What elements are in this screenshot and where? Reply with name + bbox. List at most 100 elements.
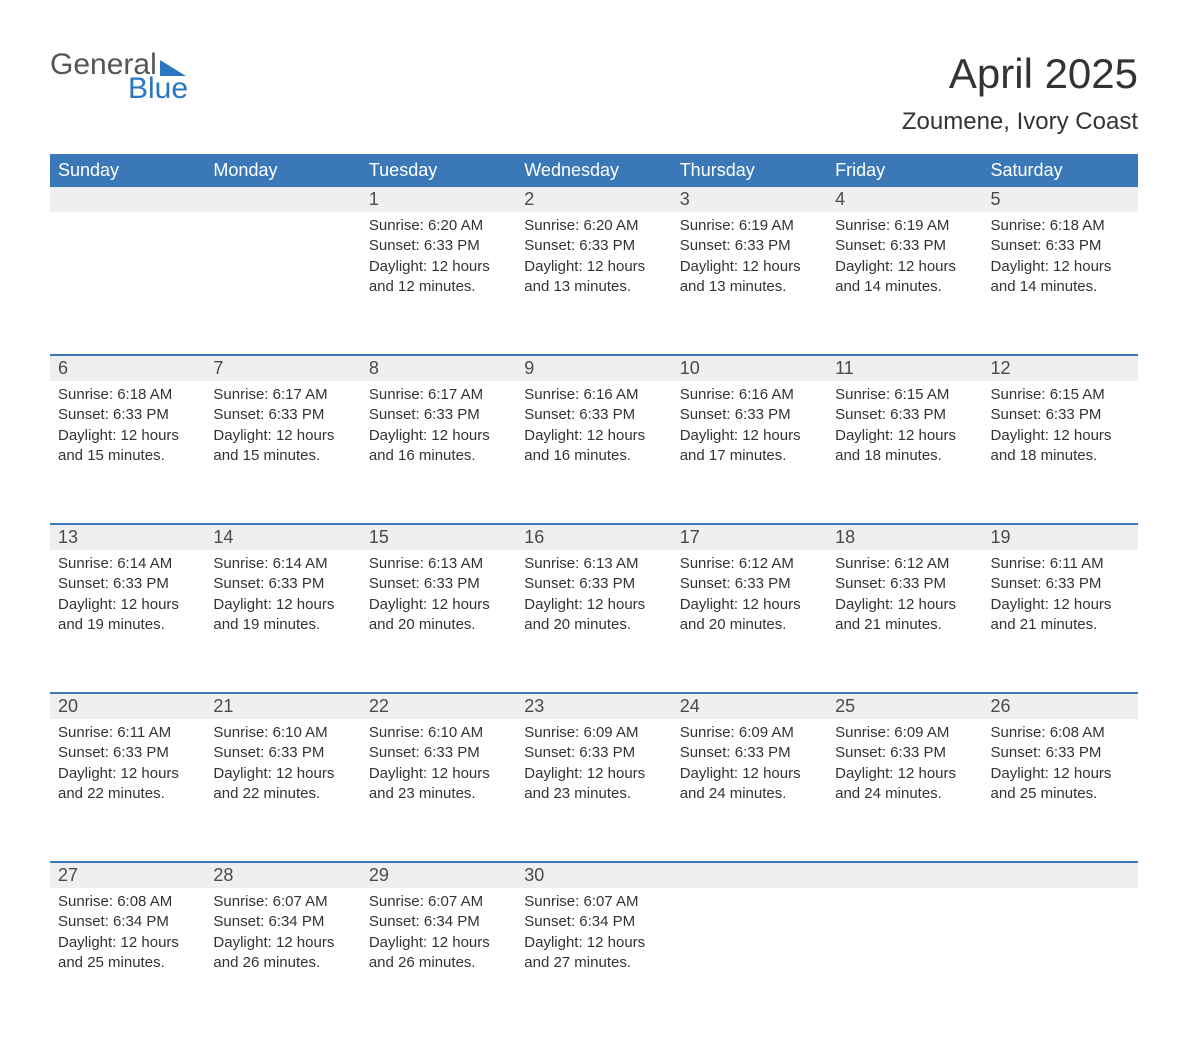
day-info-line: Sunset: 6:33 PM bbox=[991, 743, 1130, 763]
day-header: Monday bbox=[205, 154, 360, 187]
day-info-line: and 13 minutes. bbox=[524, 277, 663, 297]
day-info-line: and 20 minutes. bbox=[524, 615, 663, 635]
day-header: Wednesday bbox=[516, 154, 671, 187]
day-content-cell: Sunrise: 6:15 AMSunset: 6:33 PMDaylight:… bbox=[827, 381, 982, 524]
day-number-row: 27282930 bbox=[50, 862, 1138, 888]
day-number-cell: 9 bbox=[516, 355, 671, 381]
day-info-line: Sunset: 6:34 PM bbox=[213, 912, 352, 932]
day-info-line: and 15 minutes. bbox=[213, 446, 352, 466]
calendar-table: SundayMondayTuesdayWednesdayThursdayFrid… bbox=[50, 154, 1138, 1031]
day-number-cell: 16 bbox=[516, 524, 671, 550]
day-info-line: and 24 minutes. bbox=[835, 784, 974, 804]
day-info-line: Sunset: 6:33 PM bbox=[680, 574, 819, 594]
day-content-cell: Sunrise: 6:11 AMSunset: 6:33 PMDaylight:… bbox=[983, 550, 1138, 693]
day-number-row: 12345 bbox=[50, 187, 1138, 212]
day-info-line: Daylight: 12 hours bbox=[835, 595, 974, 615]
day-info-line: and 16 minutes. bbox=[369, 446, 508, 466]
day-info-line: and 20 minutes. bbox=[369, 615, 508, 635]
day-info-line: and 20 minutes. bbox=[680, 615, 819, 635]
day-info-line: and 24 minutes. bbox=[680, 784, 819, 804]
day-info-line: and 27 minutes. bbox=[524, 953, 663, 973]
day-number-cell: 28 bbox=[205, 862, 360, 888]
day-info-line: Sunrise: 6:09 AM bbox=[835, 723, 974, 743]
day-info-line: Daylight: 12 hours bbox=[58, 933, 197, 953]
day-info-line: and 16 minutes. bbox=[524, 446, 663, 466]
day-content-cell: Sunrise: 6:12 AMSunset: 6:33 PMDaylight:… bbox=[827, 550, 982, 693]
day-content-cell: Sunrise: 6:18 AMSunset: 6:33 PMDaylight:… bbox=[50, 381, 205, 524]
day-number-cell: 18 bbox=[827, 524, 982, 550]
page: General Blue April 2025 Zoumene, Ivory C… bbox=[0, 0, 1188, 1061]
day-header-row: SundayMondayTuesdayWednesdayThursdayFrid… bbox=[50, 154, 1138, 187]
day-content-cell: Sunrise: 6:07 AMSunset: 6:34 PMDaylight:… bbox=[205, 888, 360, 1031]
day-content-cell: Sunrise: 6:08 AMSunset: 6:33 PMDaylight:… bbox=[983, 719, 1138, 862]
day-info-line: Sunset: 6:33 PM bbox=[680, 236, 819, 256]
day-info-line: Sunset: 6:33 PM bbox=[58, 574, 197, 594]
day-info-line: Sunrise: 6:20 AM bbox=[524, 216, 663, 236]
title-block: April 2025 Zoumene, Ivory Coast bbox=[902, 50, 1138, 136]
day-info-line: and 15 minutes. bbox=[58, 446, 197, 466]
day-content-cell: Sunrise: 6:07 AMSunset: 6:34 PMDaylight:… bbox=[516, 888, 671, 1031]
day-info-line: Sunset: 6:33 PM bbox=[991, 405, 1130, 425]
day-info-line: Daylight: 12 hours bbox=[524, 933, 663, 953]
day-info-line: and 23 minutes. bbox=[524, 784, 663, 804]
day-content-cell: Sunrise: 6:14 AMSunset: 6:33 PMDaylight:… bbox=[50, 550, 205, 693]
day-info-line: Sunrise: 6:08 AM bbox=[991, 723, 1130, 743]
day-info-line: Sunset: 6:34 PM bbox=[524, 912, 663, 932]
day-info-line: Daylight: 12 hours bbox=[369, 933, 508, 953]
day-info-line: Sunrise: 6:11 AM bbox=[991, 554, 1130, 574]
day-info-line: and 25 minutes. bbox=[991, 784, 1130, 804]
day-info-line: Sunrise: 6:15 AM bbox=[835, 385, 974, 405]
day-info-line: Sunset: 6:33 PM bbox=[680, 405, 819, 425]
day-content-cell bbox=[50, 212, 205, 355]
day-info-line: Daylight: 12 hours bbox=[524, 764, 663, 784]
day-info-line: Sunrise: 6:15 AM bbox=[991, 385, 1130, 405]
logo-text-blue: Blue bbox=[50, 74, 188, 104]
day-info-line: Sunrise: 6:18 AM bbox=[58, 385, 197, 405]
day-number-cell bbox=[672, 862, 827, 888]
day-info-line: Daylight: 12 hours bbox=[213, 933, 352, 953]
day-content-cell bbox=[983, 888, 1138, 1031]
day-info-line: Sunset: 6:33 PM bbox=[524, 574, 663, 594]
day-info-line: Sunrise: 6:19 AM bbox=[835, 216, 974, 236]
day-info-line: and 19 minutes. bbox=[58, 615, 197, 635]
day-number-cell bbox=[983, 862, 1138, 888]
day-info-line: Sunrise: 6:07 AM bbox=[524, 892, 663, 912]
day-number-cell: 21 bbox=[205, 693, 360, 719]
day-info-line: Sunset: 6:33 PM bbox=[213, 574, 352, 594]
day-content-cell: Sunrise: 6:09 AMSunset: 6:33 PMDaylight:… bbox=[672, 719, 827, 862]
day-number-cell: 23 bbox=[516, 693, 671, 719]
day-info-line: Daylight: 12 hours bbox=[369, 764, 508, 784]
day-number-cell: 13 bbox=[50, 524, 205, 550]
day-content-cell: Sunrise: 6:09 AMSunset: 6:33 PMDaylight:… bbox=[827, 719, 982, 862]
day-info-line: Daylight: 12 hours bbox=[991, 257, 1130, 277]
day-info-line: Sunset: 6:33 PM bbox=[524, 743, 663, 763]
day-info-line: Sunrise: 6:09 AM bbox=[680, 723, 819, 743]
day-content-cell bbox=[205, 212, 360, 355]
day-info-line: Sunset: 6:33 PM bbox=[835, 574, 974, 594]
day-info-line: Sunset: 6:33 PM bbox=[524, 236, 663, 256]
day-number-cell: 11 bbox=[827, 355, 982, 381]
day-info-line: and 19 minutes. bbox=[213, 615, 352, 635]
day-info-line: Sunrise: 6:07 AM bbox=[213, 892, 352, 912]
day-content-cell: Sunrise: 6:18 AMSunset: 6:33 PMDaylight:… bbox=[983, 212, 1138, 355]
day-number-cell: 1 bbox=[361, 187, 516, 212]
day-info-line: Sunrise: 6:18 AM bbox=[991, 216, 1130, 236]
day-number-cell: 22 bbox=[361, 693, 516, 719]
day-number-cell: 7 bbox=[205, 355, 360, 381]
day-number-cell: 29 bbox=[361, 862, 516, 888]
day-content-cell: Sunrise: 6:14 AMSunset: 6:33 PMDaylight:… bbox=[205, 550, 360, 693]
day-info-line: Sunrise: 6:17 AM bbox=[369, 385, 508, 405]
day-info-line: and 13 minutes. bbox=[680, 277, 819, 297]
day-number-cell: 26 bbox=[983, 693, 1138, 719]
day-info-line: Daylight: 12 hours bbox=[835, 764, 974, 784]
day-info-line: Daylight: 12 hours bbox=[213, 595, 352, 615]
day-info-line: Sunrise: 6:19 AM bbox=[680, 216, 819, 236]
day-info-line: Sunrise: 6:08 AM bbox=[58, 892, 197, 912]
day-info-line: and 22 minutes. bbox=[58, 784, 197, 804]
day-info-line: Sunrise: 6:17 AM bbox=[213, 385, 352, 405]
day-info-line: Sunrise: 6:14 AM bbox=[213, 554, 352, 574]
day-content-cell: Sunrise: 6:17 AMSunset: 6:33 PMDaylight:… bbox=[361, 381, 516, 524]
day-info-line: Daylight: 12 hours bbox=[524, 595, 663, 615]
day-info-line: Daylight: 12 hours bbox=[369, 595, 508, 615]
day-number-cell: 4 bbox=[827, 187, 982, 212]
